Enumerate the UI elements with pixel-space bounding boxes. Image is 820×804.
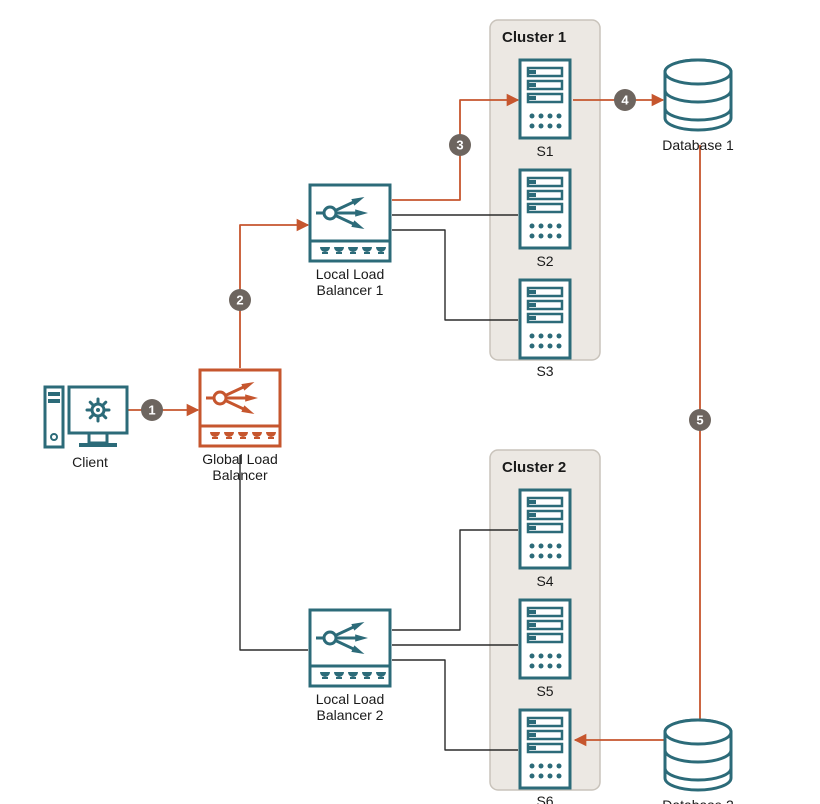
svg-text:4: 4	[621, 93, 629, 108]
database-1-icon: Database 1	[662, 60, 734, 153]
database-2-icon: Database 2	[662, 720, 734, 804]
local-load-balancer-1-icon: Local LoadBalancer 1	[310, 185, 390, 298]
cluster-1-title: Cluster 1	[502, 29, 566, 46]
global-load-balancer-icon-label-1: Global Load	[202, 451, 278, 467]
local-load-balancer-1-icon-label-2: Balancer 1	[317, 282, 384, 298]
svg-text:3: 3	[456, 138, 463, 153]
server-s4-label: S4	[536, 573, 553, 589]
architecture-diagram: Cluster 1 Cluster 2 1 2 3 4 5 Client Global Load…	[0, 0, 820, 804]
server-s5-label: S5	[536, 683, 553, 699]
step-badge-5: 5	[689, 409, 711, 431]
global-load-balancer-icon: Global LoadBalancer	[200, 370, 280, 483]
cluster-2-title: Cluster 2	[502, 459, 566, 476]
server-s6-label: S6	[536, 793, 553, 804]
client-label: Client	[72, 454, 108, 470]
svg-text:1: 1	[148, 403, 155, 418]
step-badge-4: 4	[614, 89, 636, 111]
client-icon: Client	[45, 387, 127, 470]
local-load-balancer-2-icon-label-2: Balancer 2	[317, 707, 384, 723]
edge-glb-llb2	[240, 455, 308, 650]
database-1-icon-label: Database 1	[662, 137, 734, 153]
server-s1-label: S1	[536, 143, 553, 159]
server-s3-label: S3	[536, 363, 553, 379]
step-badge-3: 3	[449, 134, 471, 156]
step-badge-2: 2	[229, 289, 251, 311]
svg-text:5: 5	[696, 413, 703, 428]
server-s3: S3	[520, 280, 570, 379]
local-load-balancer-2-icon: Local LoadBalancer 2	[310, 610, 390, 723]
local-load-balancer-2-icon-label-1: Local Load	[316, 691, 385, 707]
step-badge-1: 1	[141, 399, 163, 421]
svg-text:2: 2	[236, 293, 243, 308]
local-load-balancer-1-icon-label-1: Local Load	[316, 266, 385, 282]
database-2-icon-label: Database 2	[662, 797, 734, 804]
server-s2-label: S2	[536, 253, 553, 269]
global-load-balancer-icon-label-2: Balancer	[212, 467, 268, 483]
